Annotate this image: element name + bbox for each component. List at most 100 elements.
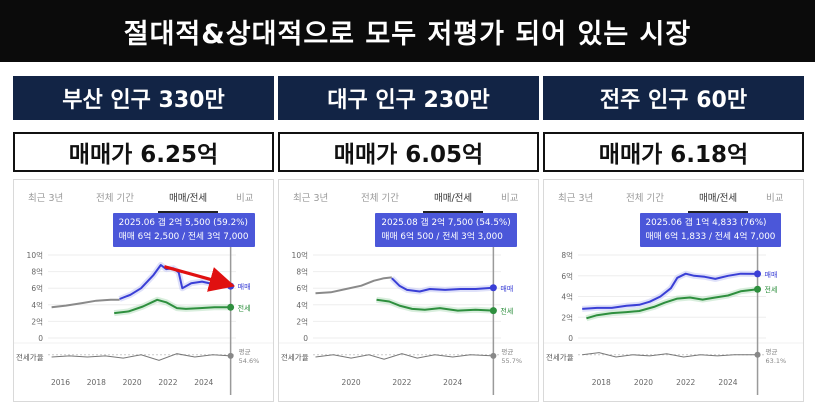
price-label: 매매가 6.18억 — [543, 132, 804, 172]
ratio-end-marker — [754, 351, 761, 358]
tab-compare[interactable]: 비교 — [236, 193, 254, 204]
x-tick-label: 2022 — [392, 378, 411, 387]
tab-sale-lease[interactable]: 매매/전세 — [699, 193, 738, 204]
y-tick-label: 0 — [568, 334, 573, 343]
ratio-row-label: 전세가율 — [16, 352, 44, 362]
x-tick-label: 2020 — [342, 378, 361, 387]
lease-line — [376, 298, 494, 312]
tab-compare[interactable]: 비교 — [501, 193, 519, 204]
average-value: 54.6% — [239, 357, 260, 365]
tooltip-price-line: 매매 6억 500 / 전세 3억 3,000 — [381, 232, 503, 242]
tab-all-period[interactable]: 전체 기간 — [361, 193, 399, 204]
lease-line — [114, 298, 231, 315]
lease-ratio-line — [582, 352, 758, 358]
active-tab-underline — [423, 211, 483, 213]
tooltip-gap-line: 2025.06 갭 1억 4,833 (76%) — [645, 218, 767, 228]
past_sale-line — [315, 276, 392, 295]
tab-bar: 최근 3년 전체 기간 매매/전세 비교 — [279, 180, 538, 214]
y-tick-label: 2억 — [561, 313, 573, 322]
city-title: 전주 인구 60만 — [543, 76, 804, 120]
past_sale-line — [51, 298, 120, 309]
y-tick-label: 4억 — [31, 301, 43, 310]
banner-title: 절대적&상대적으로 모두 저평가 되어 있는 시장 — [0, 0, 815, 62]
y-tick-label: 0 — [38, 334, 43, 343]
y-tick-label: 2억 — [31, 317, 43, 326]
average-label: 평균 — [501, 347, 513, 356]
active-tab-underline — [158, 211, 218, 213]
lease-legend-label: 전세 — [238, 303, 251, 312]
y-tick-label: 4억 — [561, 293, 573, 302]
panel-busan: 부산 인구 330만 매매가 6.25억 — [13, 76, 274, 172]
lease-end-marker — [489, 307, 497, 315]
city-title: 대구 인구 230만 — [278, 76, 539, 120]
y-tick-label: 0 — [303, 334, 308, 343]
lease-legend-label: 전세 — [765, 285, 778, 294]
average-value: 63.1% — [766, 357, 787, 365]
x-tick-label: 2022 — [158, 378, 177, 387]
price-label: 매매가 6.05억 — [278, 132, 539, 172]
average-label: 평균 — [239, 347, 251, 356]
lease-line — [586, 288, 758, 320]
y-tick-label: 6억 — [296, 284, 308, 293]
lease-end-marker — [754, 285, 762, 293]
chart-card-jeonju: 최근 3년 전체 기간 매매/전세 비교 8억 6억 4억 2억 0 전세가율 2018 2020 20… — [543, 179, 804, 402]
sale-end-marker — [489, 284, 497, 292]
sale-legend-label: 매매 — [500, 285, 513, 293]
lease-end-marker — [227, 303, 235, 311]
panel-daegu: 대구 인구 230만 매매가 6.05억 — [278, 76, 539, 172]
lease-ratio-line — [315, 353, 494, 360]
average-value: 55.7% — [501, 357, 522, 365]
x-tick-label: 2024 — [718, 378, 737, 387]
tab-recent-3y[interactable]: 최근 3년 — [558, 193, 594, 204]
tooltip: 2025.06 갭 2억 5,500 (59.2%) 매매 6억 2,500 / … — [112, 213, 255, 247]
tooltip-gap-line: 2025.08 갭 2억 7,500 (54.5%) — [381, 218, 511, 228]
average-label: 평균 — [766, 347, 778, 356]
city-title: 부산 인구 330만 — [13, 76, 274, 120]
sale-line — [582, 272, 758, 310]
x-tick-label: 2016 — [51, 378, 70, 387]
y-tick-label: 8억 — [31, 268, 43, 277]
tab-recent-3y[interactable]: 최근 3년 — [293, 193, 329, 204]
x-tick-label: 2022 — [676, 378, 695, 387]
tab-sale-lease[interactable]: 매매/전세 — [434, 193, 473, 204]
x-tick-label: 2020 — [634, 378, 653, 387]
tab-sale-lease[interactable]: 매매/전세 — [169, 193, 208, 204]
active-tab-underline — [688, 211, 748, 213]
price-label: 매매가 6.25억 — [13, 132, 274, 172]
chart-card-daegu: 최근 3년 전체 기간 매매/전세 비교 10억 8억 6억 4억 2억 0 전세가율 2020 202… — [278, 179, 539, 402]
sale-legend-label: 매매 — [238, 283, 251, 291]
panel-jeonju: 전주 인구 60만 매매가 6.18억 — [543, 76, 804, 172]
tab-recent-3y[interactable]: 최근 3년 — [28, 193, 64, 204]
sale-legend-label: 매매 — [765, 271, 778, 279]
tab-all-period[interactable]: 전체 기간 — [626, 193, 664, 204]
x-tick-label: 2024 — [194, 378, 213, 387]
y-tick-label: 10억 — [292, 251, 308, 260]
y-tick-label: 2억 — [296, 317, 308, 326]
y-tick-label: 6억 — [31, 284, 43, 293]
sale-end-marker — [227, 282, 235, 290]
y-tick-label: 4억 — [296, 301, 308, 310]
tab-bar: 최근 3년 전체 기간 매매/전세 비교 — [14, 180, 273, 214]
ratio-end-marker — [227, 352, 234, 359]
tooltip: 2025.06 갭 1억 4,833 (76%) 매매 6억 1,833 / 전세… — [639, 213, 782, 247]
x-tick-label: 2020 — [123, 378, 142, 387]
lease-ratio-line — [51, 353, 231, 361]
sale-line — [391, 277, 494, 293]
y-tick-label: 8억 — [296, 268, 308, 277]
chart-card-busan: 최근 3년 전체 기간 매매/전세 비교 10억 8억 6억 4억 2억 0 전세가율 2016 201… — [13, 179, 274, 402]
x-tick-label: 2024 — [443, 378, 462, 387]
ratio-row-label: 전세가율 — [546, 352, 574, 362]
lease-legend-label: 전세 — [500, 307, 513, 316]
y-tick-label: 8억 — [561, 251, 573, 260]
ratio-row-label: 전세가율 — [281, 352, 309, 362]
y-tick-label: 6억 — [561, 272, 573, 281]
tab-bar: 최근 3년 전체 기간 매매/전세 비교 — [544, 180, 803, 214]
tab-compare[interactable]: 비교 — [766, 193, 784, 204]
tooltip-price-line: 매매 6억 1,833 / 전세 4억 7,000 — [645, 232, 776, 242]
ratio-end-marker — [490, 352, 497, 359]
y-tick-label: 10억 — [27, 251, 43, 260]
tab-all-period[interactable]: 전체 기간 — [96, 193, 134, 204]
decline-arrow-icon — [163, 265, 236, 292]
